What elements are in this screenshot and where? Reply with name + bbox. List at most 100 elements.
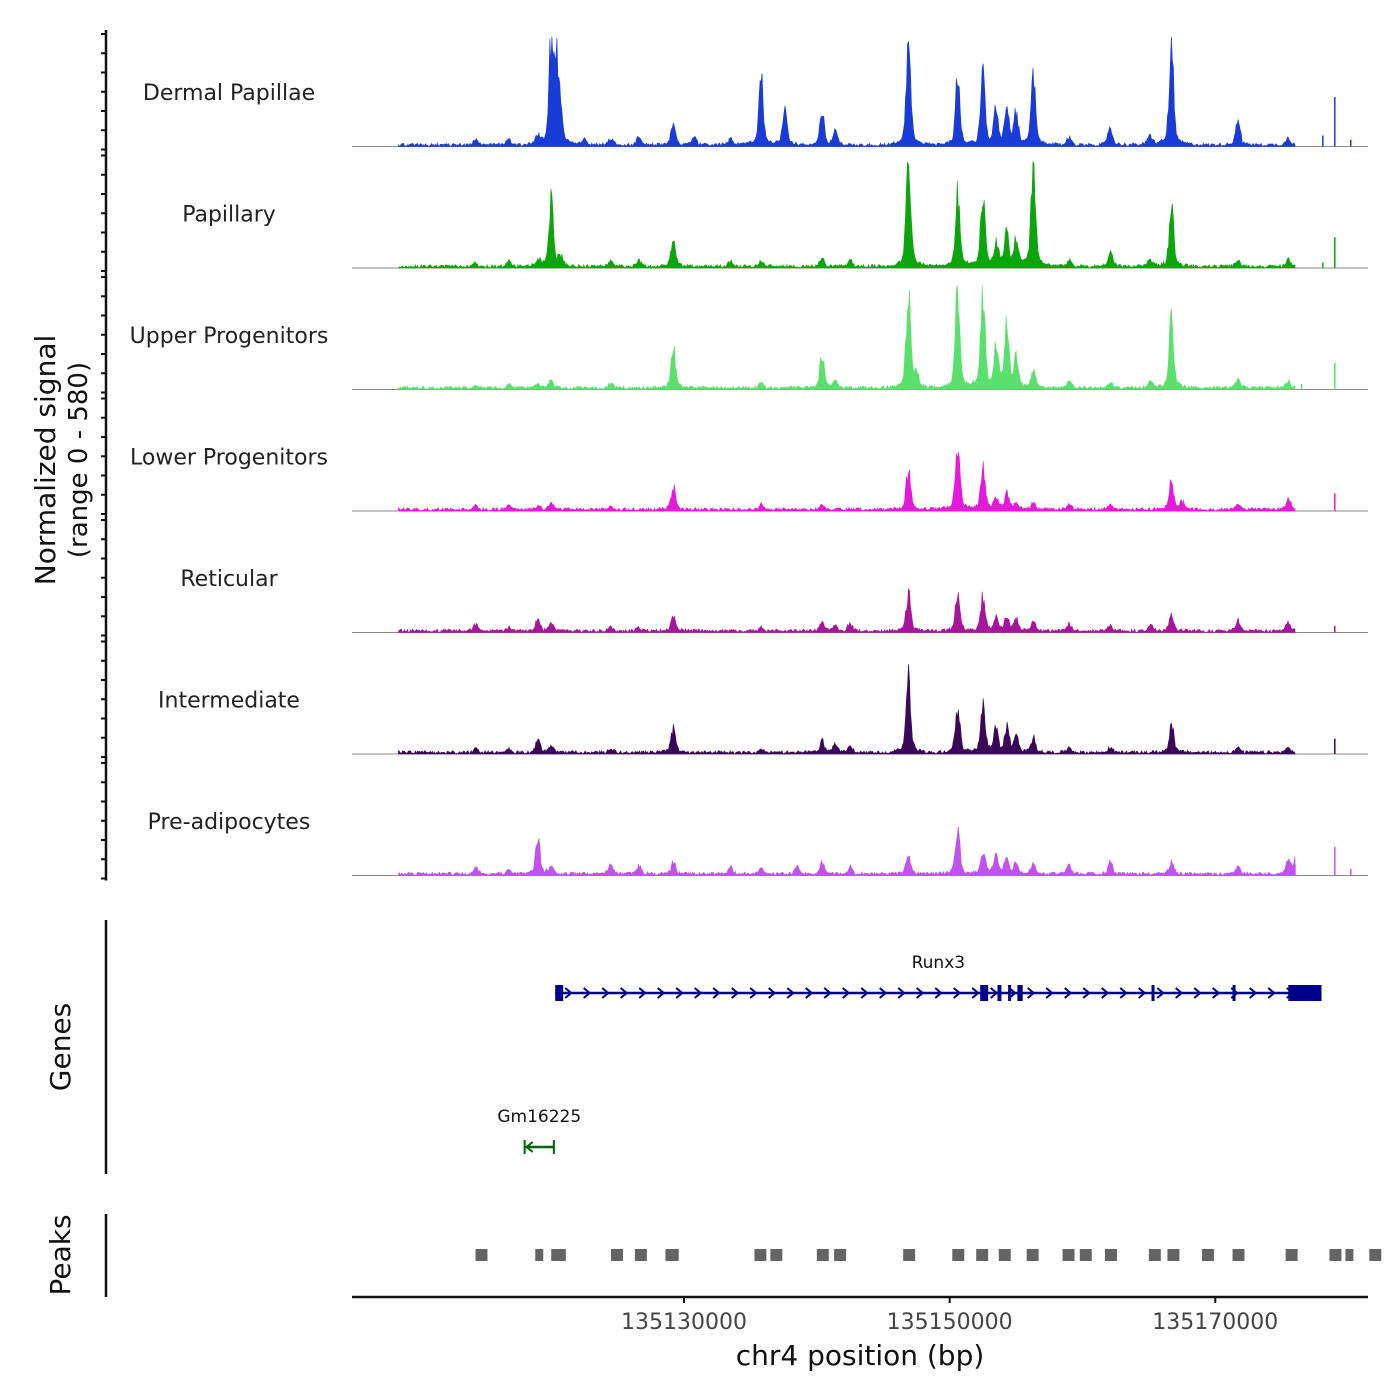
strand-arrow xyxy=(675,987,684,999)
strand-arrow xyxy=(1267,987,1276,999)
strand-arrow xyxy=(805,987,814,999)
exon xyxy=(1288,985,1322,1001)
genes-panel: Runx3 Gm16225 xyxy=(104,920,1322,1174)
strand-arrow xyxy=(768,987,777,999)
genes-panel-label: Genes xyxy=(44,1003,77,1091)
peak-region xyxy=(834,1249,847,1261)
peak-region xyxy=(976,1249,989,1261)
strand-arrow xyxy=(749,987,758,999)
exon xyxy=(1017,985,1023,1001)
peak-region xyxy=(1369,1249,1382,1261)
strand-arrow xyxy=(897,987,906,999)
peak-region xyxy=(551,1249,566,1261)
peak-region xyxy=(665,1249,679,1261)
strand-arrow xyxy=(860,987,869,999)
strand-arrow xyxy=(583,987,592,999)
track-label: Intermediate xyxy=(158,689,300,714)
exon xyxy=(997,985,1002,1001)
track-papillary: Papillary xyxy=(101,154,1368,272)
strand-arrow xyxy=(1008,987,1017,999)
track-label: Pre-adipocytes xyxy=(148,810,311,835)
track-label: Dermal Papillae xyxy=(143,81,315,106)
x-axis: 135130000 135150000 135170000 xyxy=(352,1295,1368,1335)
peak-region xyxy=(1232,1249,1245,1261)
gene-gm16225: Gm16225 xyxy=(497,1107,581,1154)
exon xyxy=(1151,985,1155,1001)
peak-region xyxy=(1062,1249,1075,1261)
strand-arrow xyxy=(1082,987,1091,999)
strand-arrow xyxy=(638,987,647,999)
strand-arrow xyxy=(786,987,795,999)
coverage-tracks: Dermal Papillae Papillary Upper Progenitor… xyxy=(101,30,1368,881)
peak-region xyxy=(1079,1249,1092,1261)
peak-region xyxy=(1105,1249,1117,1261)
track-label: Lower Progenitors xyxy=(130,446,328,471)
exon xyxy=(1008,985,1012,1001)
strand-arrow xyxy=(564,987,573,999)
peak-region xyxy=(1167,1249,1180,1261)
track-label: Upper Progenitors xyxy=(130,324,329,349)
strand-arrow xyxy=(953,987,962,999)
track-pre-adipocytes: Pre-adipocytes xyxy=(101,762,1368,880)
peak-region xyxy=(998,1249,1011,1261)
track-label: Reticular xyxy=(180,567,278,592)
peak-region xyxy=(1285,1249,1298,1261)
strand-arrow xyxy=(916,987,925,999)
peak-region xyxy=(1345,1249,1354,1261)
peak-region xyxy=(634,1249,647,1261)
x-tick-label: 135170000 xyxy=(1152,1310,1278,1335)
coverage-area xyxy=(398,285,1296,391)
gene-runx3: Runx3 xyxy=(555,953,1322,1001)
y-axis-title-line2: (range 0 - 580) xyxy=(64,362,94,558)
strand-arrow xyxy=(712,987,721,999)
track-lower-progenitors: Lower Progenitors xyxy=(101,397,1368,515)
track-intermediate: Intermediate xyxy=(101,640,1368,758)
peak-region xyxy=(535,1249,544,1261)
strand-arrow xyxy=(971,987,980,999)
exon xyxy=(555,985,564,1001)
strand-arrow xyxy=(1193,987,1202,999)
strand-arrow xyxy=(525,1141,534,1153)
strand-arrow xyxy=(1101,987,1110,999)
coverage-area xyxy=(398,451,1296,512)
strand-arrow xyxy=(990,987,999,999)
strand-arrow xyxy=(1064,987,1073,999)
peak-region xyxy=(903,1249,916,1261)
gene-label: Gm16225 xyxy=(497,1107,581,1127)
peak-region xyxy=(754,1249,767,1261)
track-dermal-papillae: Dermal Papillae xyxy=(101,33,1368,151)
peaks-panel xyxy=(104,1214,1382,1297)
strand-arrow xyxy=(1212,987,1221,999)
exon xyxy=(980,985,989,1001)
x-axis-title: chr4 position (bp) xyxy=(736,1339,985,1372)
strand-arrow xyxy=(1175,987,1184,999)
peak-region xyxy=(610,1249,623,1261)
peak-region xyxy=(816,1249,829,1261)
coverage-area xyxy=(397,161,1296,269)
strand-arrow xyxy=(601,987,610,999)
strand-arrow xyxy=(1045,987,1054,999)
track-label: Papillary xyxy=(182,203,276,228)
strand-arrow xyxy=(1119,987,1128,999)
coverage-area xyxy=(398,36,1296,148)
x-tick-label: 135150000 xyxy=(887,1310,1013,1335)
strand-arrow xyxy=(1156,987,1165,999)
peak-region xyxy=(1201,1249,1214,1261)
strand-arrow xyxy=(731,987,740,999)
strand-arrow xyxy=(694,987,703,999)
track-upper-progenitors: Upper Progenitors xyxy=(101,276,1368,394)
peak-region xyxy=(1329,1249,1342,1261)
track-reticular: Reticular xyxy=(101,519,1368,637)
peak-region xyxy=(770,1249,783,1261)
strand-arrow xyxy=(657,987,666,999)
strand-arrow xyxy=(842,987,851,999)
peak-region xyxy=(475,1249,488,1261)
strand-arrow xyxy=(1027,987,1036,999)
strand-arrow xyxy=(1138,987,1147,999)
peak-region xyxy=(1026,1249,1039,1261)
coverage-area xyxy=(398,826,1296,877)
x-tick-label: 135130000 xyxy=(621,1310,747,1335)
gene-label: Runx3 xyxy=(912,953,965,973)
exon xyxy=(1232,985,1236,1001)
